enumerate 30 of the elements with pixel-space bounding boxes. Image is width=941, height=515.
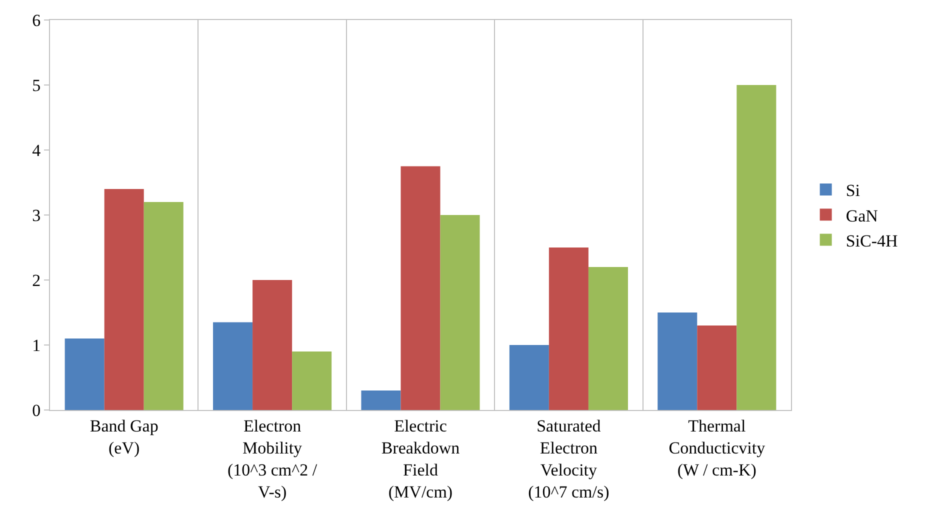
- bar: [104, 189, 144, 410]
- bar: [658, 312, 698, 410]
- bar: [213, 322, 253, 410]
- y-tick-label: 2: [32, 270, 41, 290]
- bar: [252, 280, 292, 410]
- legend-label: SiC-4H: [846, 231, 898, 250]
- x-tick-label: Thermal Conducticvity (W / cm-K): [668, 416, 766, 480]
- bar: [509, 345, 549, 410]
- x-tick-label: Band Gap (eV): [90, 416, 158, 458]
- legend-label: Si: [846, 181, 860, 200]
- bar: [144, 202, 184, 410]
- legend-label: GaN: [846, 206, 878, 226]
- bar: [400, 166, 440, 410]
- x-tick-label: Electric Breakdown Field (MV/cm): [381, 416, 460, 502]
- y-tick-label: 4: [32, 140, 42, 160]
- y-tick-label: 0: [32, 400, 41, 420]
- bar: [588, 267, 628, 410]
- y-tick-label: 3: [32, 206, 41, 225]
- bar: [292, 352, 332, 410]
- y-tick-label: 6: [32, 10, 41, 30]
- y-tick-label: 5: [32, 76, 41, 95]
- bar: [440, 215, 480, 410]
- bar: [64, 338, 104, 410]
- bar: [697, 326, 737, 410]
- bar: [736, 85, 776, 410]
- bar: [361, 390, 401, 410]
- bar: [548, 248, 588, 410]
- y-tick-label: 1: [32, 336, 41, 355]
- x-tick-label: Saturated Electron Velocity (10^7 cm/s): [528, 416, 610, 502]
- x-tick-label: Electron Mobility (10^3 cm^2 / V-s): [227, 416, 318, 502]
